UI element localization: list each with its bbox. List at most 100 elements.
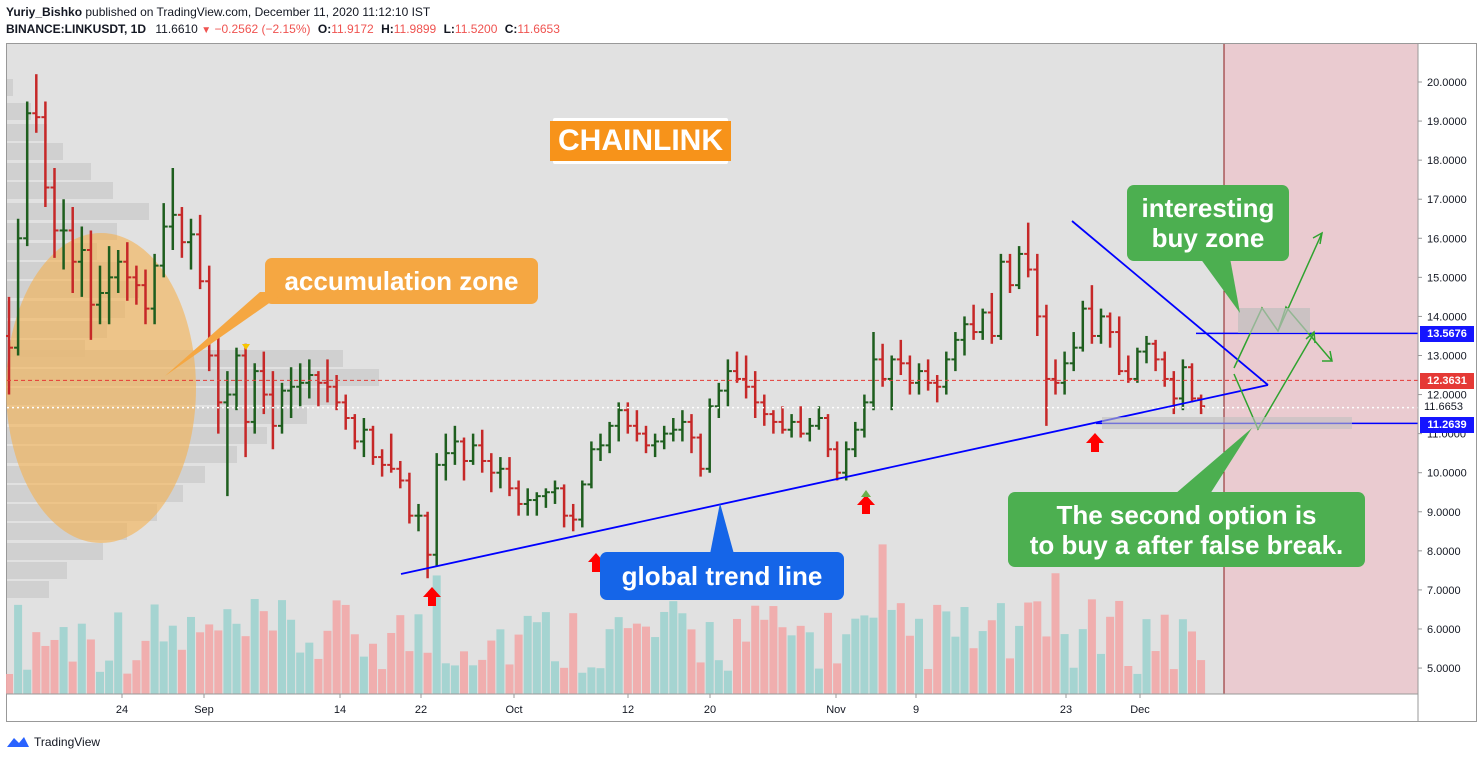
y-axis: 20.0000 19.0000 18.0000 17.0000 16.0000 15.00… bbox=[1418, 77, 1467, 675]
callout-pointer-shape bbox=[710, 503, 734, 554]
ohlc-bar bbox=[332, 375, 341, 411]
volume-bar bbox=[805, 632, 814, 694]
up-arrow-icon bbox=[857, 495, 875, 514]
y-tick-label: 15.0000 bbox=[1427, 272, 1467, 284]
ohlc-bar bbox=[723, 359, 732, 407]
y-tick-label: 17.0000 bbox=[1427, 194, 1467, 206]
ohlc-bar bbox=[905, 355, 914, 395]
volume-bar bbox=[250, 599, 259, 694]
volume-bar bbox=[514, 634, 523, 694]
ohlc-bar bbox=[314, 371, 323, 407]
ohlc-bar bbox=[1188, 363, 1196, 403]
x-tick-label: 24 bbox=[116, 704, 128, 716]
ohlc-bar bbox=[924, 359, 933, 391]
ohlc-bar bbox=[896, 339, 905, 376]
resistance-trend-line bbox=[1071, 220, 1269, 386]
y-tick-label: 10.0000 bbox=[1427, 468, 1467, 480]
ohlc-bar bbox=[560, 484, 569, 528]
volume-bar bbox=[223, 609, 232, 694]
volume-bar bbox=[860, 615, 869, 694]
ohlc-bar bbox=[796, 406, 805, 438]
ohlc-bar bbox=[632, 410, 641, 442]
ohlc-bar bbox=[378, 449, 387, 477]
callout-pointer-shape bbox=[165, 292, 285, 376]
volume-bar bbox=[6, 674, 13, 694]
volume-bar bbox=[114, 612, 123, 694]
volume-bar bbox=[1169, 669, 1178, 694]
ohlc-bar bbox=[541, 488, 550, 508]
volume-bar bbox=[196, 632, 205, 694]
down-arrow-icon: ▼ bbox=[201, 25, 212, 36]
y-tick-label: 8.0000 bbox=[1427, 546, 1461, 558]
y-tick-label: 9.0000 bbox=[1427, 507, 1461, 519]
volume-bar bbox=[1106, 616, 1115, 694]
ohlc-bar bbox=[532, 492, 541, 516]
low-value: 11.5200 bbox=[454, 22, 498, 36]
ohlc-bar bbox=[1087, 285, 1096, 344]
tradingview-logo-icon bbox=[7, 737, 29, 747]
price-tag-lower: 11.2639 bbox=[1420, 417, 1474, 433]
ohlc-bar bbox=[1024, 222, 1033, 278]
ohlc-bar bbox=[1178, 359, 1187, 411]
ohlc-bar bbox=[751, 371, 760, 419]
volume-profile-bar bbox=[7, 79, 13, 96]
ohlc-bar bbox=[678, 410, 687, 442]
ohlc-bar bbox=[987, 292, 996, 344]
volume-bar bbox=[778, 627, 787, 694]
volume-bar bbox=[77, 623, 86, 694]
ohlc-bar bbox=[387, 433, 396, 473]
ohlc-bar bbox=[1042, 304, 1051, 426]
ohlc-bar bbox=[1078, 300, 1087, 352]
volume-bar bbox=[496, 629, 505, 694]
ohlc-bar bbox=[123, 242, 132, 301]
x-tick-label: Nov bbox=[826, 704, 846, 716]
volume-bar bbox=[551, 661, 559, 694]
volume-bar bbox=[733, 618, 741, 694]
trend-callout-text: global trend line bbox=[621, 561, 823, 591]
ohlc-bar bbox=[241, 343, 250, 458]
ohlc-bar bbox=[341, 394, 350, 430]
volume-bar bbox=[924, 668, 933, 694]
ohlc-bar bbox=[359, 418, 368, 458]
volume-bar bbox=[14, 604, 23, 694]
volume-bar bbox=[68, 661, 77, 694]
ohlc-bar bbox=[232, 347, 241, 411]
ohlc-bar bbox=[441, 433, 450, 481]
ohlc-bar bbox=[769, 410, 778, 434]
volume-bar bbox=[696, 662, 705, 694]
volume-bar bbox=[105, 660, 114, 694]
ohlc-bar bbox=[14, 218, 23, 356]
ohlc-bar bbox=[205, 265, 214, 372]
projection-zone bbox=[1224, 44, 1418, 694]
volume-bar bbox=[450, 665, 459, 694]
footer[interactable]: TradingView bbox=[6, 733, 100, 751]
volume-bar bbox=[833, 663, 842, 694]
volume-profile-bar bbox=[7, 182, 113, 199]
ohlc-bar bbox=[150, 253, 159, 325]
ohlc-bar bbox=[851, 421, 860, 458]
price-chart[interactable]: 20.0000 19.0000 18.0000 17.0000 16.0000 15.00… bbox=[6, 43, 1477, 722]
ohlc-bar bbox=[1069, 332, 1078, 372]
volume-bar bbox=[787, 635, 796, 694]
ohlc-bar bbox=[842, 441, 851, 481]
volume-bar bbox=[460, 651, 468, 694]
ohlc-bar bbox=[159, 203, 168, 278]
ohlc-bar bbox=[259, 351, 268, 415]
volume-bar bbox=[1015, 625, 1024, 694]
ohlc-bar bbox=[696, 433, 705, 477]
ohlc-bar bbox=[469, 433, 478, 465]
ohlc-bar bbox=[596, 433, 605, 461]
ohlc-bar bbox=[878, 343, 887, 387]
symbol-label[interactable]: BINANCE:LINKUSDT, 1D bbox=[6, 22, 147, 36]
x-tick-label: 9 bbox=[913, 704, 919, 716]
author-name[interactable]: Yuriy_Bishko bbox=[6, 5, 83, 19]
global-trend-line bbox=[400, 384, 1269, 575]
ohlc-bar bbox=[814, 406, 823, 430]
y-tick-label: 19.0000 bbox=[1427, 116, 1467, 128]
volume-bar bbox=[632, 623, 641, 694]
open-label: O: bbox=[317, 22, 332, 36]
buy-zone-box bbox=[1238, 308, 1310, 333]
volume-bar bbox=[642, 626, 650, 694]
ohlc-bar bbox=[960, 316, 969, 356]
ohlc-bar bbox=[223, 371, 232, 497]
